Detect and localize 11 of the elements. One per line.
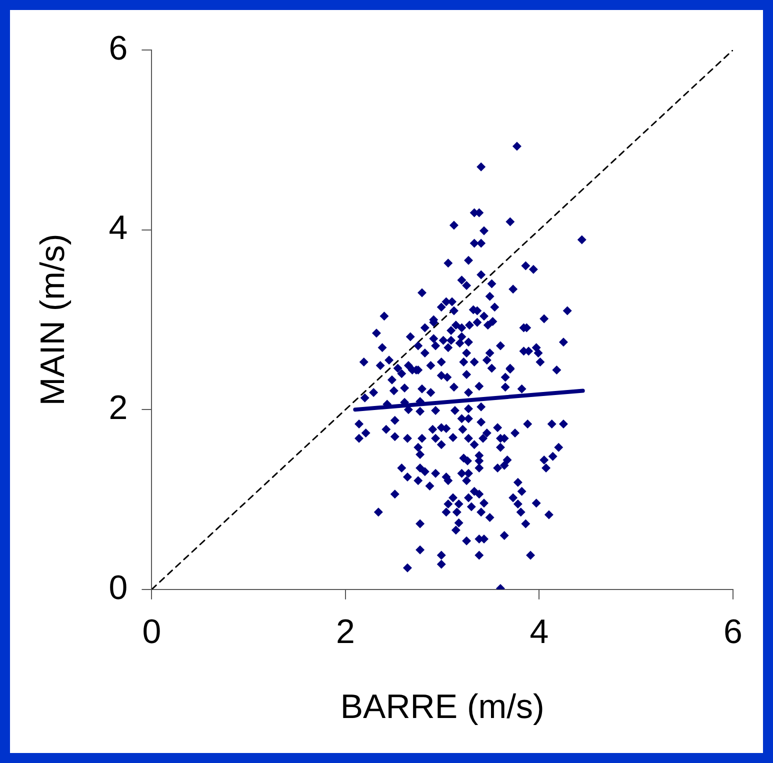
x-tick-label: 6 xyxy=(724,613,742,652)
x-tick-label: 0 xyxy=(142,613,162,652)
x-axis-title: BARRE (m/s) xyxy=(340,688,544,726)
y-tick-label: 4 xyxy=(108,209,128,248)
y-tick-label: 2 xyxy=(108,388,128,427)
x-tick-label: 4 xyxy=(530,613,549,652)
y-axis-title: MAIN (m/s) xyxy=(34,234,72,406)
page-frame: BARRE (m/s) MAIN (m/s) 0 2 4 6 0 2 4 6 xyxy=(10,10,763,753)
y-tick-label: 6 xyxy=(108,29,128,68)
x-tick-label: 2 xyxy=(336,613,355,652)
y-tick-label: 0 xyxy=(108,568,128,607)
